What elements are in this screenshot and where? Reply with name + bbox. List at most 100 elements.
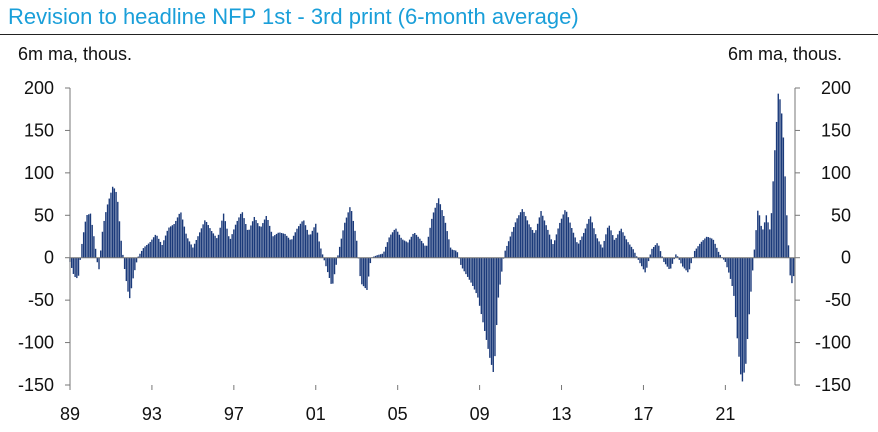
bar bbox=[354, 230, 356, 258]
bar bbox=[637, 257, 640, 260]
bar bbox=[622, 232, 624, 258]
bar bbox=[91, 224, 93, 258]
bar bbox=[664, 257, 667, 265]
bar bbox=[639, 257, 641, 264]
bar bbox=[88, 214, 90, 258]
bar bbox=[482, 257, 484, 323]
bar bbox=[125, 257, 128, 282]
bar bbox=[738, 257, 740, 357]
bar bbox=[323, 257, 325, 261]
bar bbox=[659, 251, 662, 258]
bar bbox=[731, 257, 733, 286]
bar bbox=[492, 257, 494, 372]
bar bbox=[402, 239, 404, 258]
bar bbox=[207, 225, 209, 258]
bar bbox=[543, 220, 546, 258]
bar bbox=[480, 257, 483, 315]
bar bbox=[193, 243, 196, 258]
bar bbox=[576, 242, 578, 258]
bar bbox=[729, 257, 732, 279]
bar bbox=[530, 227, 532, 258]
y-tick-label-left: -150 bbox=[18, 375, 54, 395]
bar bbox=[652, 246, 655, 258]
bar bbox=[777, 93, 779, 258]
bar bbox=[164, 235, 167, 258]
bar bbox=[199, 232, 201, 258]
bar bbox=[787, 245, 790, 258]
y-tick-label-right: -50 bbox=[825, 290, 851, 310]
bar bbox=[455, 250, 457, 258]
bar bbox=[374, 255, 377, 258]
bar bbox=[675, 254, 677, 258]
bar bbox=[531, 229, 534, 258]
bar bbox=[625, 239, 628, 258]
bar bbox=[286, 235, 288, 258]
bar bbox=[381, 253, 384, 258]
bar bbox=[340, 238, 343, 258]
bar bbox=[583, 232, 585, 258]
x-tick-label: 01 bbox=[306, 404, 326, 424]
bar bbox=[117, 201, 119, 258]
bar bbox=[216, 238, 218, 258]
bar bbox=[635, 256, 638, 258]
bar bbox=[246, 229, 249, 258]
bar bbox=[552, 244, 554, 258]
y-tick-label-left: 50 bbox=[34, 205, 54, 225]
x-tick-label: 05 bbox=[388, 404, 408, 424]
bar bbox=[632, 249, 634, 258]
bar bbox=[86, 215, 88, 258]
bar bbox=[528, 224, 530, 258]
bar bbox=[359, 257, 361, 277]
title-rule bbox=[0, 34, 878, 35]
bar bbox=[630, 246, 633, 258]
bar bbox=[267, 220, 269, 258]
bar bbox=[248, 229, 250, 258]
bar bbox=[688, 257, 691, 270]
bar bbox=[507, 241, 510, 258]
bar bbox=[606, 227, 609, 258]
bar bbox=[367, 257, 370, 277]
bar bbox=[260, 226, 262, 258]
bar bbox=[431, 218, 433, 258]
bar bbox=[755, 230, 757, 258]
bar bbox=[685, 257, 687, 271]
bar bbox=[772, 181, 774, 258]
bar bbox=[217, 234, 220, 258]
bar bbox=[129, 257, 131, 299]
bar bbox=[490, 257, 493, 365]
bar bbox=[791, 257, 793, 284]
bar bbox=[617, 234, 619, 258]
bar bbox=[279, 232, 281, 258]
bar bbox=[468, 257, 471, 280]
bar bbox=[149, 241, 151, 258]
bar bbox=[668, 257, 670, 270]
bar bbox=[291, 239, 293, 258]
bar bbox=[158, 238, 160, 258]
bar bbox=[241, 212, 244, 258]
bar bbox=[332, 257, 334, 284]
bar bbox=[321, 254, 324, 258]
bar bbox=[620, 228, 622, 258]
bar bbox=[499, 257, 501, 285]
bar bbox=[750, 257, 752, 292]
bar bbox=[390, 234, 392, 258]
bar bbox=[396, 231, 399, 258]
bar bbox=[437, 198, 440, 258]
bar bbox=[96, 257, 99, 263]
bar bbox=[183, 226, 186, 258]
bar bbox=[130, 257, 133, 289]
bar bbox=[180, 212, 182, 258]
bar bbox=[427, 236, 430, 258]
bar bbox=[695, 248, 698, 258]
bar bbox=[511, 231, 513, 258]
bar bbox=[702, 240, 704, 258]
bar bbox=[169, 226, 172, 258]
bar bbox=[593, 228, 595, 258]
bar bbox=[76, 257, 78, 279]
bar bbox=[239, 213, 242, 258]
bar bbox=[784, 176, 786, 258]
bar bbox=[152, 237, 155, 258]
bar bbox=[494, 257, 496, 357]
bar bbox=[504, 250, 506, 258]
bar bbox=[311, 230, 314, 258]
